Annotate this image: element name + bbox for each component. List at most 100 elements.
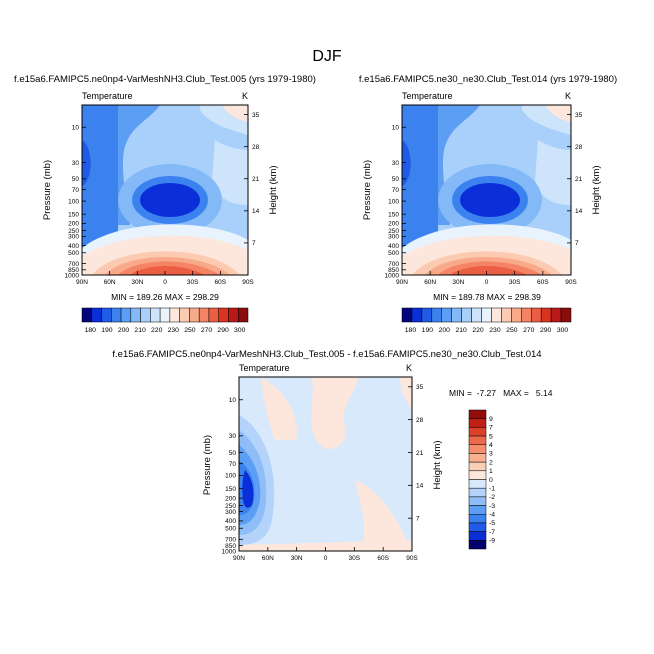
colorbar-label: 210: [134, 327, 146, 334]
colorbar-swatch: [491, 307, 502, 323]
y-tick-label: 250: [388, 228, 399, 235]
colorbar-swatch: [130, 307, 141, 323]
colorbar-label: 270: [201, 327, 213, 334]
y-tick-label: 30: [72, 160, 80, 167]
y-tick-label: 150: [225, 486, 236, 493]
colorbar-swatch: [468, 453, 487, 463]
colorbar-swatch: [468, 522, 487, 532]
colorbar-swatch: [468, 496, 487, 506]
colorbar-swatch: [530, 307, 542, 323]
x-tick-label: 90N: [396, 279, 408, 286]
contour-band: [118, 105, 160, 225]
colorbar-swatch: [111, 307, 122, 323]
x-tick-label: 90N: [76, 279, 88, 286]
y2-tick-label: 28: [416, 417, 424, 424]
colorbar-label: 200: [118, 327, 130, 334]
colorbar-swatch: [550, 307, 562, 323]
y-tick-label: 30: [392, 160, 400, 167]
y-tick-label: 100: [68, 198, 79, 205]
contour-band: [460, 183, 520, 217]
y2-tick-label: 28: [252, 144, 260, 151]
y-tick-label: 100: [225, 473, 236, 480]
y-tick-label: 500: [388, 250, 399, 257]
y-tick-label: 700: [388, 261, 399, 268]
colorbar-label: 2: [489, 459, 493, 466]
x-tick-label: 0: [163, 279, 167, 286]
x-tick-label: 30S: [349, 555, 361, 562]
colorbar-label: 0: [489, 477, 493, 484]
y-tick-label: 70: [72, 187, 80, 194]
y-tick-label: 850: [68, 267, 79, 274]
y2-tick-label: 21: [416, 450, 424, 457]
contour-band: [140, 183, 200, 217]
panel-diff-ylabel: Pressure (mb): [202, 435, 213, 495]
panel-diff-colorbar: 9 75 4 32 1 0-1 -2 -3 -4-5 -7 -9: [468, 409, 495, 550]
colorbar-swatch: [468, 505, 487, 515]
contour-band: [450, 265, 527, 275]
y-tick-label: 100: [388, 198, 399, 205]
panel-diff-y2label: Height (km): [432, 440, 443, 489]
colorbar-swatch: [120, 307, 132, 323]
y-tick-label: 250: [225, 503, 236, 510]
colorbar-label: -1: [489, 485, 495, 492]
contour-band: [239, 540, 412, 551]
x-tick-label: 60S: [377, 555, 389, 562]
colorbar-swatch: [401, 307, 413, 323]
contour-band: [355, 480, 410, 551]
contour-band: [222, 105, 248, 122]
y-tick-label: 1000: [385, 272, 400, 279]
y-tick-label: 150: [388, 211, 399, 218]
colorbar-swatch: [421, 307, 433, 323]
y-tick-label: 200: [225, 495, 236, 502]
panel-right-colorbar: 180 190 200 210 220 230 250 270 290 300: [401, 307, 572, 334]
y-tick-label: 200: [388, 221, 399, 228]
x-tick-label: 90S: [242, 279, 254, 286]
colorbar-label: -2: [489, 494, 495, 501]
colorbar-swatch: [468, 470, 487, 480]
colorbar-label: 210: [455, 327, 467, 334]
y-tick-label: 400: [388, 243, 399, 250]
y-tick-label: 300: [68, 234, 79, 241]
panel-diff: f.e15a6.FAMIPC5.ne0np4-VarMeshNH3.Club_T…: [112, 349, 552, 562]
panel-right-ylabel: Pressure (mb): [362, 160, 373, 220]
colorbar-swatch: [468, 487, 487, 498]
colorbar-swatch: [169, 307, 180, 323]
y-tick-label: 1000: [222, 548, 237, 555]
colorbar-swatch: [468, 540, 487, 550]
colorbar-label: -4: [489, 512, 495, 519]
colorbar-label: 3: [489, 451, 493, 458]
y2-tick-label: 14: [252, 208, 260, 215]
colorbar-swatch: [431, 307, 443, 323]
panel-left-variable-label: Temperature: [82, 91, 133, 101]
colorbar-label: 7: [489, 425, 493, 432]
contour-band: [535, 140, 571, 205]
colorbar-label: 9: [489, 416, 493, 423]
colorbar-label: 180: [85, 327, 97, 334]
colorbar-label: 290: [540, 327, 552, 334]
panel-left: f.e15a6.FAMIPC5.ne0np4-VarMeshNH3.Club_T…: [14, 74, 316, 334]
contour-band: [82, 105, 115, 240]
contour-band: [545, 105, 571, 122]
panel-left-y2label: Height (km): [268, 165, 279, 214]
contour-band: [82, 140, 91, 185]
colorbar-label: -3: [489, 503, 495, 510]
panel-left-ylabel: Pressure (mb): [42, 160, 53, 220]
colorbar-label: 230: [489, 327, 501, 334]
y-tick-label: 150: [68, 211, 79, 218]
colorbar-swatch: [81, 307, 93, 323]
y-tick-label: 50: [229, 450, 237, 457]
contour-band: [242, 470, 254, 508]
colorbar-swatch: [468, 409, 487, 419]
y-tick-label: 70: [229, 461, 237, 468]
figure-title: DJF: [312, 48, 342, 65]
colorbar-swatch: [468, 427, 487, 437]
x-tick-label: 60N: [424, 279, 436, 286]
colorbar-label: 4: [489, 442, 493, 449]
colorbar-swatch: [501, 307, 512, 323]
colorbar-swatch: [441, 307, 452, 323]
y-tick-label: 10: [392, 125, 400, 132]
y2-tick-label: 28: [575, 144, 583, 151]
y-tick-label: 400: [225, 518, 236, 525]
panel-right-y2label: Height (km): [591, 165, 602, 214]
